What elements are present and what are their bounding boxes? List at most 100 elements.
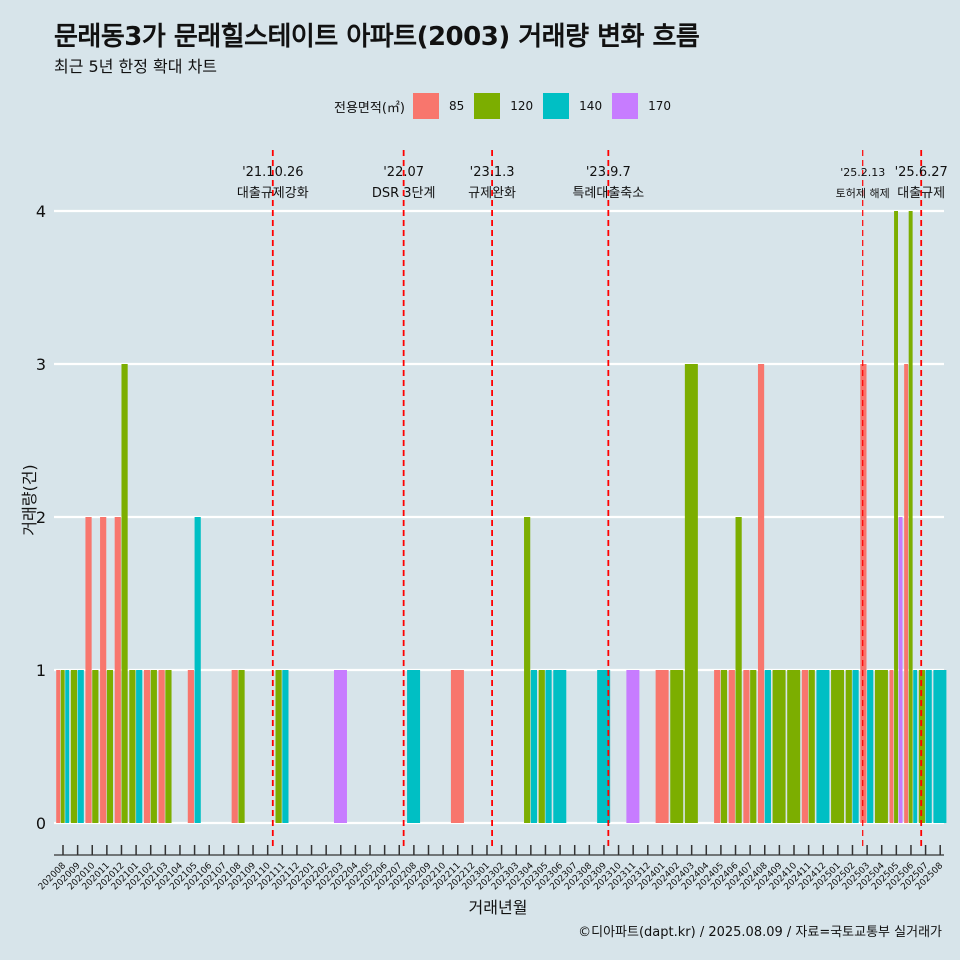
legend-item-85: 85 — [412, 93, 465, 119]
bar-202305-140 — [545, 670, 552, 823]
bar-202506-120 — [908, 211, 913, 823]
bar-202008-140 — [65, 670, 70, 823]
bar-202411-120 — [808, 670, 815, 823]
bar-202208-140 — [407, 670, 421, 823]
legend-item-120: 120 — [474, 93, 533, 119]
event-label: 토허제 해제 — [836, 186, 890, 200]
bar-202502-120 — [845, 670, 852, 823]
bar-202010-85 — [85, 517, 92, 823]
legend-item-140: 140 — [543, 93, 602, 119]
bar-202011-85 — [100, 517, 107, 823]
chart-subtitle: 최근 5년 한정 확대 차트 — [54, 57, 218, 76]
bar-202503-85 — [860, 364, 867, 823]
bar-202406-85 — [728, 670, 735, 823]
bar-202507-140 — [925, 670, 932, 823]
y-axis-label: 거래량(건) — [20, 464, 39, 535]
event-lines — [271, 150, 923, 850]
bar-202408-140 — [764, 670, 771, 823]
bar-202412-140 — [816, 670, 830, 823]
y-tick-label: 2 — [36, 508, 46, 527]
legend-swatch-85 — [412, 93, 439, 119]
bar-202009-120 — [70, 670, 78, 823]
bar-202211-85 — [450, 670, 464, 823]
event-annotations: '21.10.26 대출규제강화 '22.07 DSR 3단계 '23.1.3 규제완화 '… — [237, 165, 948, 201]
y-tick-label: 3 — [36, 355, 46, 374]
bar-202408-85 — [757, 364, 765, 823]
y-tick-label: 1 — [36, 661, 46, 680]
y-tick-labels: 0 1 2 3 4 — [36, 202, 46, 833]
bar-202011-120 — [106, 670, 114, 823]
event-label: 특례대출축소 — [572, 186, 644, 201]
legend: 전용면적(㎡) 85 120 140 170 — [334, 93, 681, 119]
bar-202304-140 — [530, 670, 538, 823]
bar-202306-140 — [553, 670, 567, 823]
bar-202111-120 — [275, 670, 282, 823]
bar-202008-120 — [60, 670, 65, 823]
legend-swatch-120 — [474, 93, 501, 119]
bar-202508-140 — [933, 670, 947, 823]
bar-202411-85 — [801, 670, 809, 823]
bar-202407-85 — [743, 670, 750, 823]
bar-202101-140 — [136, 670, 143, 823]
source-caption: ©디아파트(dapt.kr) / 2025.08.09 / 자료=국토교통부 실… — [578, 925, 942, 940]
bar-202403-120 — [684, 364, 698, 823]
bar-202405-120 — [720, 670, 728, 823]
event-label: 대출규제강화 — [237, 186, 309, 201]
bar-202008-85 — [56, 670, 61, 823]
bar-202501-120 — [831, 670, 845, 823]
bar-202108-85 — [231, 670, 238, 823]
bar-202504-120 — [874, 670, 888, 823]
bar-202010-120 — [92, 670, 99, 823]
event-date: '21.10.26 — [242, 165, 303, 180]
bar-202405-85 — [714, 670, 721, 823]
bar-202503-140 — [867, 670, 874, 823]
bar-202101-120 — [129, 670, 136, 823]
bar-202409-120 — [772, 670, 786, 823]
bar-202407-120 — [750, 670, 757, 823]
bar-202103-120 — [165, 670, 172, 823]
bars-group — [56, 211, 947, 823]
bar-202305-120 — [538, 670, 545, 823]
legend-title: 전용면적(㎡) — [334, 100, 405, 116]
legend-swatch-170 — [612, 93, 639, 119]
legend-item-170: 170 — [612, 93, 671, 119]
y-tick-label: 4 — [36, 202, 46, 221]
event-date: '23.1.3 — [470, 165, 515, 180]
legend-swatch-140 — [543, 93, 570, 119]
bar-202102-85 — [143, 670, 151, 823]
event-label: 대출규제 — [897, 186, 945, 201]
legend-label-120: 120 — [510, 99, 534, 113]
legend-label-170: 170 — [648, 99, 671, 113]
event-label: 규제완화 — [468, 186, 516, 201]
chart-title: 문래동3가 문래힐스테이트 아파트(2003) 거래량 변화 흐름 — [54, 22, 700, 52]
bar-202506-140 — [913, 670, 918, 823]
bar-202505-120 — [894, 211, 898, 823]
event-date: '23.9.7 — [586, 165, 631, 180]
x-axis-label: 거래년월 — [469, 898, 528, 917]
bar-202507-120 — [918, 670, 925, 823]
bar-202401-85 — [655, 670, 669, 823]
event-date: '22.07 — [383, 165, 424, 180]
bar-202311-170 — [626, 670, 640, 823]
bar-202309-140 — [597, 670, 611, 823]
bar-202502-140 — [852, 670, 859, 823]
bar-202108-120 — [238, 670, 245, 823]
bar-202505-170 — [898, 517, 903, 823]
bar-202009-140 — [77, 670, 84, 823]
event-date: '25.2.13 — [840, 166, 885, 179]
bar-202402-120 — [670, 670, 684, 823]
y-tick-label: 0 — [36, 814, 46, 833]
bar-202012-120 — [121, 364, 128, 823]
bar-202012-85 — [114, 517, 121, 823]
bar-202103-85 — [158, 670, 165, 823]
bar-202105-140 — [194, 517, 201, 823]
bar-202102-120 — [150, 670, 157, 823]
bar-202506-85 — [904, 364, 909, 823]
bar-202111-140 — [282, 670, 289, 823]
x-axis: 2020082020092020102020112020122021012021… — [37, 845, 946, 892]
bar-202304-120 — [524, 517, 531, 823]
legend-label-85: 85 — [448, 99, 465, 113]
event-label: DSR 3단계 — [372, 186, 436, 201]
event-date: '25.6.27 — [895, 165, 948, 180]
